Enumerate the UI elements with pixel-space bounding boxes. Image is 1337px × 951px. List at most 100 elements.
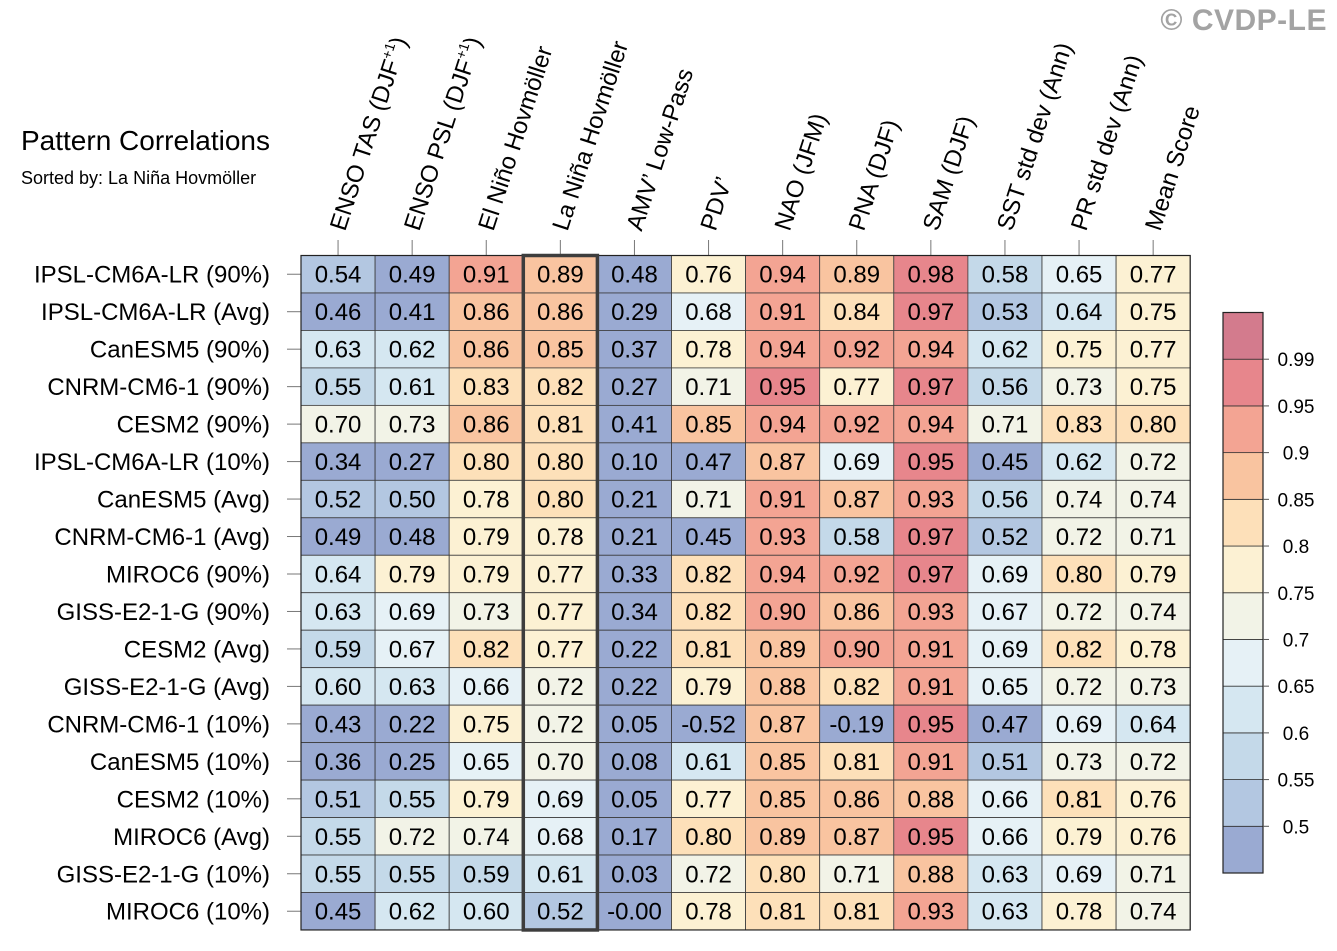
heatmap-cell — [522, 667, 598, 706]
cell-value-label: 0.80 — [759, 861, 806, 888]
heatmap-cell — [671, 667, 746, 706]
heatmap-cell — [1041, 330, 1117, 369]
heatmap-cell — [671, 255, 746, 294]
heatmap-cell — [819, 854, 895, 893]
cell-value-label: 0.33 — [611, 561, 658, 588]
cell-value-label: 0.45 — [685, 524, 732, 551]
cell-value-label: 0.49 — [315, 524, 362, 551]
row-label-canesm5-avg: CanESM5 (Avg) — [97, 487, 270, 514]
heatmap-cell — [893, 255, 969, 294]
cell-value-label: 0.79 — [389, 561, 436, 588]
heatmap-cell — [819, 704, 895, 744]
colorbar-label: 0.99 — [1278, 350, 1315, 371]
heatmap-cell — [374, 479, 450, 519]
cell-value-label: 0.71 — [982, 412, 1029, 439]
colorbar-segment — [1222, 405, 1264, 454]
cell-value-label: 0.55 — [389, 786, 436, 813]
cell-value-label: 0.75 — [1056, 337, 1103, 364]
cell-value-label: 0.72 — [1056, 524, 1103, 551]
cell-value-label: 0.82 — [537, 374, 584, 401]
cell-value-label: 0.95 — [907, 824, 954, 851]
heatmap-cell — [1115, 742, 1191, 781]
heatmap-cell — [300, 292, 376, 331]
heatmap-cell — [745, 592, 821, 631]
heatmap-cell — [448, 742, 524, 781]
cell-value-label: 0.75 — [1130, 374, 1177, 401]
heatmap-cell — [300, 367, 376, 406]
heatmap-cell — [1041, 292, 1117, 331]
heatmap-cell — [1115, 517, 1191, 556]
cell-value-label: 0.72 — [537, 711, 584, 738]
cell-value-label: 0.22 — [611, 636, 658, 663]
heatmap-cell — [745, 817, 821, 856]
heatmap-cell — [448, 892, 524, 931]
heatmap-cell — [1041, 517, 1117, 556]
heatmap-cell — [374, 704, 450, 744]
heatmap-cell — [522, 255, 598, 294]
heatmap-cell — [1041, 404, 1117, 444]
heatmap-cell — [967, 367, 1043, 406]
cell-value-label: 0.51 — [982, 749, 1029, 776]
cell-value-label: 0.93 — [907, 599, 954, 626]
cell-value-label: 0.54 — [315, 262, 362, 289]
cell-value-label: 0.71 — [1130, 861, 1177, 888]
row-label-cnrm-cm6-1-avg: CNRM-CM6-1 (Avg) — [54, 524, 270, 551]
heatmap-cell — [522, 330, 598, 369]
column-label-sam-djf: SAM (DJF) — [918, 113, 980, 234]
heatmap-cell — [597, 255, 672, 294]
cell-value-label: 0.55 — [315, 824, 362, 851]
cell-value-label: 0.82 — [463, 636, 510, 663]
cell-value-label: 0.92 — [833, 337, 880, 364]
cell-value-label: 0.72 — [1056, 674, 1103, 701]
cell-value-label: 0.03 — [611, 861, 658, 888]
cell-value-label: 0.83 — [1056, 412, 1103, 439]
heatmap-cell — [745, 367, 821, 406]
cell-value-label: 0.81 — [833, 749, 880, 776]
heatmap-cell — [967, 742, 1043, 781]
cell-value-label: 0.55 — [315, 861, 362, 888]
cell-value-label: 0.21 — [611, 487, 658, 514]
colorbar-segment — [1222, 358, 1264, 407]
cell-value-label: 0.62 — [982, 337, 1029, 364]
heatmap-cell — [597, 817, 672, 856]
heatmap-cell — [522, 404, 598, 444]
heatmap-cell — [448, 292, 524, 331]
cell-value-label: 0.17 — [611, 824, 658, 851]
heatmap-cell — [1115, 479, 1191, 519]
cell-value-label: 0.71 — [685, 374, 732, 401]
heatmap-cell — [893, 892, 969, 931]
cell-value-label: 0.22 — [611, 674, 658, 701]
heatmap-cell — [745, 330, 821, 369]
cell-value-label: 0.80 — [685, 824, 732, 851]
cell-value-label: 0.77 — [1130, 337, 1177, 364]
heatmap-cell — [522, 854, 598, 893]
cell-value-label: 0.50 — [389, 487, 436, 514]
highlighted-column-box — [521, 253, 600, 932]
cell-value-label: 0.79 — [1130, 561, 1177, 588]
cell-value-label: 0.74 — [1056, 487, 1103, 514]
heatmap-cell — [893, 479, 969, 519]
row-label-ipsl-cm6a-lr-avg: IPSL-CM6A-LR (Avg) — [41, 299, 270, 326]
cell-value-label: 0.21 — [611, 524, 658, 551]
cell-value-label: 0.60 — [463, 899, 510, 926]
cell-value-label: 0.64 — [315, 561, 362, 588]
column-label-enso-tas-djf-1: ENSO TAS (DJF+1) — [323, 33, 413, 234]
cell-value-label: 0.69 — [1056, 861, 1103, 888]
cell-value-label: 0.92 — [833, 412, 880, 439]
cell-value-label: 0.87 — [759, 711, 806, 738]
heatmap-cell — [1041, 255, 1117, 294]
cell-value-label: 0.84 — [833, 299, 880, 326]
heatmap-cell — [1041, 554, 1117, 594]
heatmap-cell — [597, 292, 672, 331]
heatmap-cell — [448, 667, 524, 706]
cell-value-label: 0.94 — [907, 337, 954, 364]
heatmap-cells: 0.54 0.49 0.91 0.89 0.48 0.76 0.94 0.89 0.98 0.58… — [300, 253, 1191, 932]
cell-value-label: 0.80 — [1056, 561, 1103, 588]
heatmap-cell — [374, 667, 450, 706]
cell-value-label: 0.81 — [537, 412, 584, 439]
heatmap-cell — [671, 629, 746, 669]
cell-value-label: 0.63 — [315, 337, 362, 364]
cell-value-label: -0.52 — [681, 711, 736, 738]
heatmap-cell — [671, 292, 746, 331]
cell-value-label: 0.56 — [982, 487, 1029, 514]
